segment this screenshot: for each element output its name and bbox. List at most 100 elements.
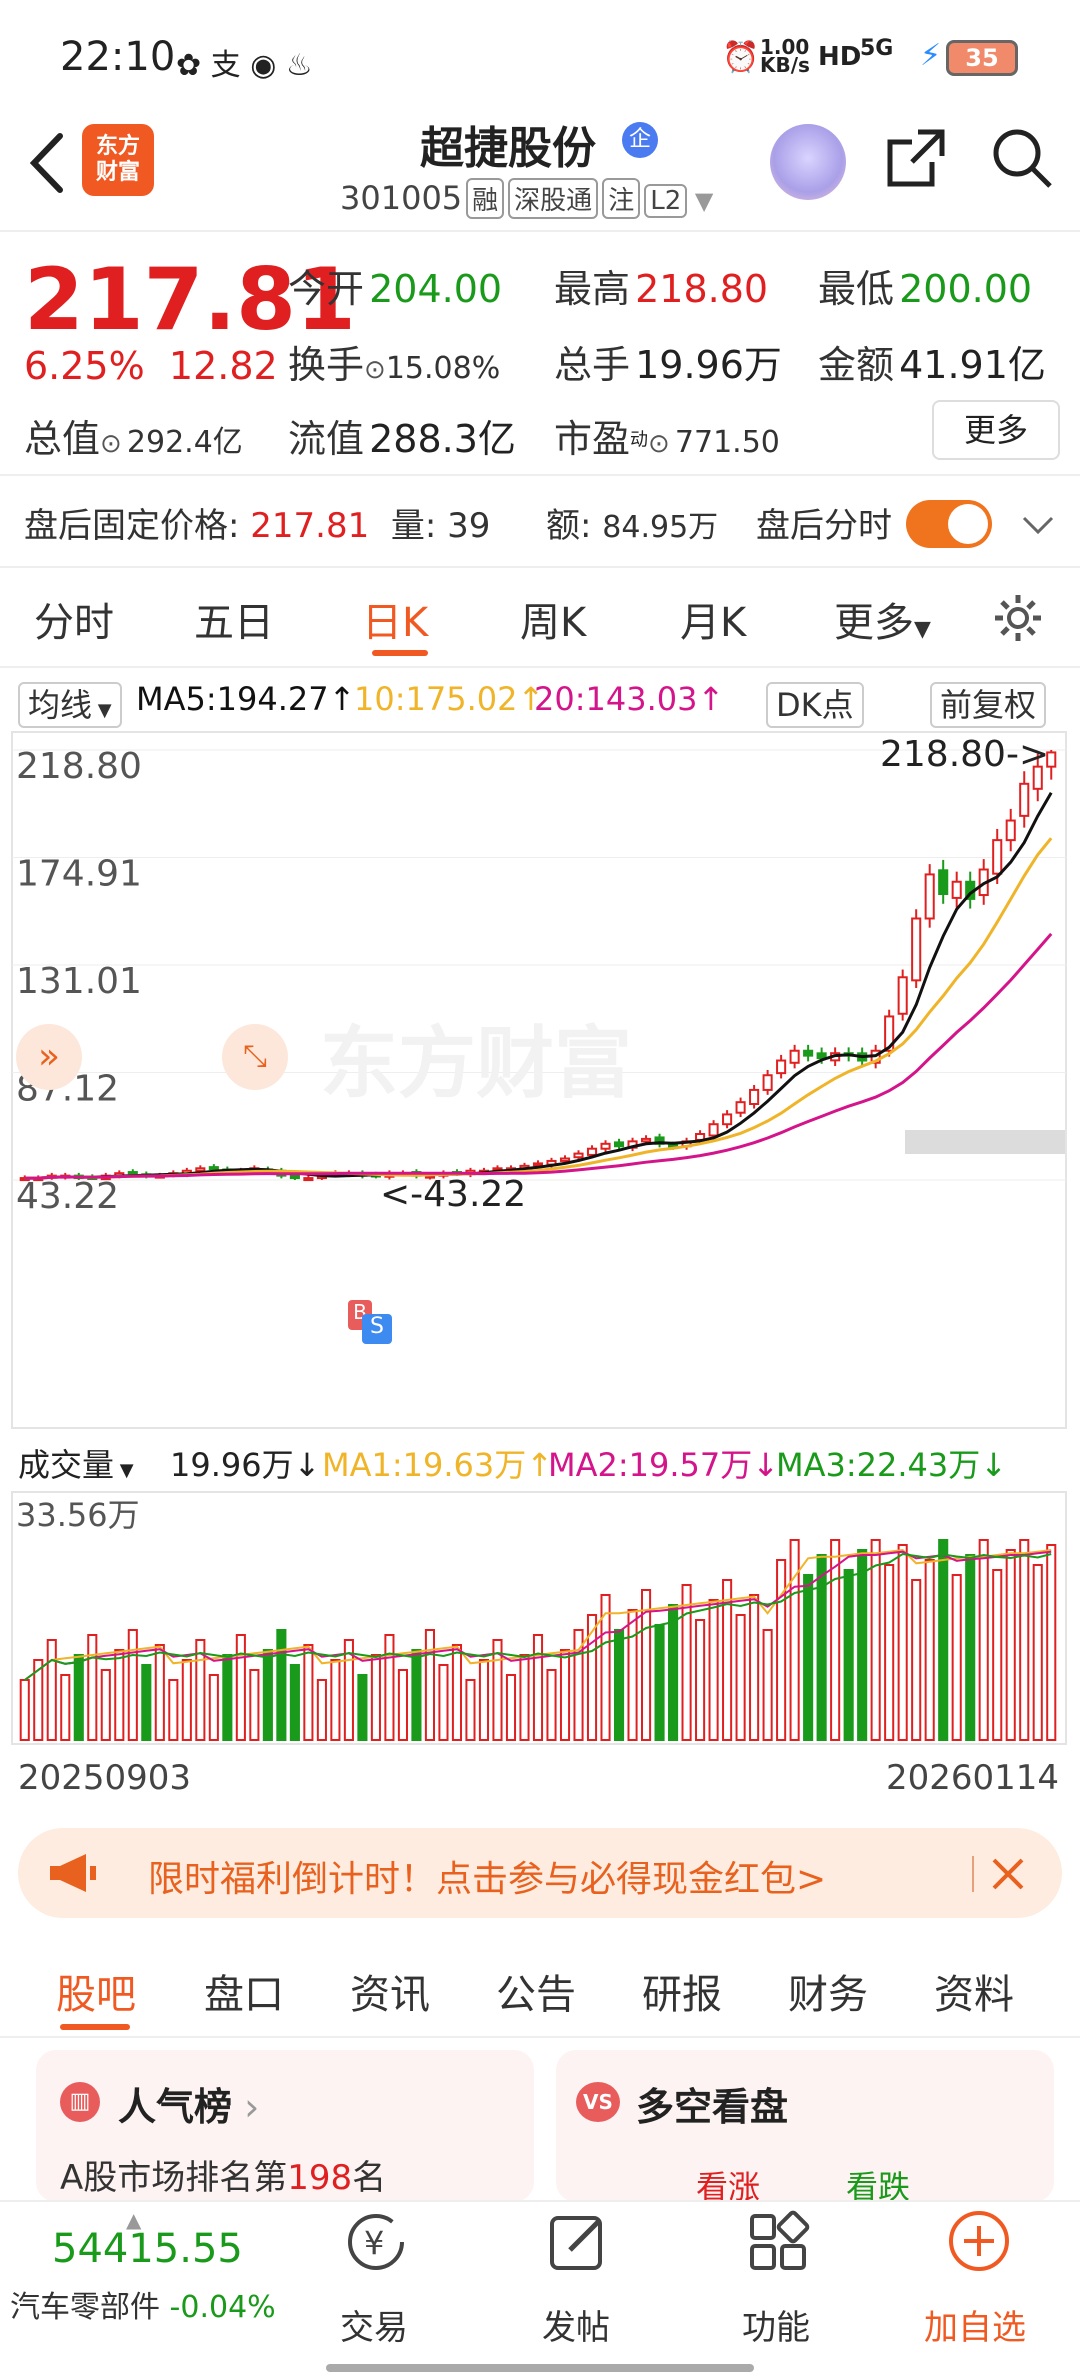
tab-weekly-k[interactable]: 周K — [520, 600, 587, 646]
dk-point-button[interactable]: DK点 — [766, 680, 864, 728]
trade-icon[interactable]: ¥ — [344, 2210, 408, 2274]
stock-code-line: 301005 融深股通注 L2 ▼ — [340, 178, 713, 219]
post-icon[interactable] — [546, 2210, 610, 2274]
tab-order-book[interactable]: 盘口 — [204, 1972, 284, 2018]
volume-bar — [1005, 1549, 1016, 1741]
volume-bar — [613, 1629, 625, 1741]
volume-bar — [762, 1629, 773, 1741]
close-icon[interactable] — [990, 1856, 1026, 1892]
volume-bar — [60, 1674, 71, 1741]
candle — [600, 1142, 611, 1150]
promo-banner[interactable] — [18, 1828, 1062, 1918]
tab-daily-k[interactable]: 日K — [362, 600, 429, 646]
post-chart-toggle[interactable] — [906, 500, 992, 548]
min-price-marker: <-43.22 — [380, 1174, 526, 1215]
volume-bar — [276, 1629, 287, 1741]
chevron-down-icon[interactable]: ▼ — [687, 187, 714, 215]
turnover-stat[interactable]: 换手⊙15.08% — [288, 343, 501, 387]
nav-add-watchlist[interactable]: 加自选 — [924, 2308, 1026, 2348]
tab-five-day[interactable]: 五日 — [194, 600, 274, 646]
tab-monthly-k[interactable]: 月K — [680, 600, 747, 646]
more-stats-button[interactable]: 更多 — [932, 400, 1060, 460]
volume-bar — [722, 1579, 733, 1741]
volume-bar — [938, 1539, 949, 1741]
vol-ma3: MA3:22.43万↓ — [776, 1446, 1008, 1484]
expand-left-icon[interactable]: » — [16, 1024, 82, 1090]
nav-functions[interactable]: 功能 — [742, 2308, 810, 2348]
high-value: 218.80 — [635, 267, 769, 311]
candle — [127, 1171, 138, 1176]
open-stat: 今开 204.00 — [288, 267, 503, 311]
volume-bar — [127, 1629, 138, 1741]
volume-bar — [911, 1579, 922, 1741]
mktcap-stat[interactable]: 总值⊙ 292.4亿 — [24, 417, 243, 461]
adjustment-button[interactable]: 前复权 — [930, 680, 1047, 728]
volume-bar — [1019, 1539, 1030, 1741]
pe-dynamic-mark: 动 — [630, 429, 649, 451]
sector-line[interactable]: 汽车零部件 -0.04% — [10, 2290, 276, 2325]
volume-bar — [627, 1609, 638, 1741]
nav-post[interactable]: 发帖 — [542, 2308, 610, 2348]
current-price: 217.81 — [24, 250, 356, 350]
pe-stat[interactable]: 市盈动⊙ 771.50 — [554, 417, 780, 461]
popularity-card[interactable] — [36, 2050, 534, 2202]
tab-financials[interactable]: 财务 — [788, 1972, 868, 2018]
volume-bar — [559, 1649, 571, 1741]
tab-intraday[interactable]: 分时 — [34, 600, 114, 646]
volume-bar — [438, 1664, 449, 1741]
vote-down-button[interactable]: 看跌 — [846, 2168, 911, 2206]
volume-bar — [816, 1554, 827, 1741]
zoom-icon[interactable]: ⤡ — [222, 1024, 288, 1090]
volume-bar — [384, 1634, 395, 1741]
volume-bar — [843, 1569, 854, 1741]
volume-bar — [505, 1674, 517, 1741]
price-axis-label: 131.01 — [16, 961, 142, 1002]
volume-latest: 19.96万↓ — [170, 1446, 321, 1484]
status-time: 22:10 — [60, 34, 176, 80]
bull-bear-card[interactable] — [556, 2050, 1054, 2202]
volume-selector[interactable]: 成交量 ▼ — [18, 1446, 134, 1484]
sector-index-value[interactable]: 54415.55 — [52, 2226, 243, 2272]
assistant-robot-icon[interactable] — [770, 124, 846, 200]
ma-selector[interactable]: 均线 ▼ — [18, 680, 122, 728]
tab-profile[interactable]: 资料 — [934, 1972, 1014, 2018]
candle — [924, 873, 935, 920]
kline-chart[interactable]: 东方财富 218.80174.91131.0187.1243.22218.80-… — [10, 730, 1068, 1430]
candle — [303, 1177, 314, 1182]
volume-bar — [370, 1654, 381, 1741]
nav-trade[interactable]: 交易 — [340, 2308, 408, 2348]
tab-forum[interactable]: 股吧 — [56, 1972, 136, 2018]
volume-bar — [195, 1639, 206, 1741]
share-icon[interactable] — [884, 126, 948, 190]
tab-research[interactable]: 研报 — [642, 1972, 722, 2018]
search-icon[interactable] — [990, 126, 1054, 190]
volume-bar — [803, 1574, 814, 1741]
tab-more[interactable]: 更多▼ — [834, 600, 931, 646]
gap-band — [905, 1130, 1065, 1154]
vs-title: 多空看盘 — [636, 2085, 789, 2129]
volume-bar — [208, 1674, 219, 1741]
chevron-down-icon[interactable] — [1020, 510, 1056, 538]
active-tab-underline — [60, 2024, 130, 2030]
volume-bar — [992, 1569, 1003, 1741]
volume-chart[interactable]: 33.56万 — [10, 1490, 1068, 1746]
volume-bar — [465, 1679, 476, 1741]
volume-ma3-line — [24, 1552, 1052, 1681]
vote-up-button[interactable]: 看涨 — [696, 2168, 761, 2206]
volume-bar — [114, 1649, 125, 1741]
volume-bar — [222, 1654, 233, 1741]
tab-announcements[interactable]: 公告 — [496, 1972, 576, 2018]
start-date: 20250903 — [18, 1758, 192, 1798]
gear-icon[interactable] — [992, 592, 1044, 644]
sell-marker[interactable]: S — [362, 1314, 392, 1344]
float-value: 288.3亿 — [369, 417, 516, 461]
candle — [641, 1137, 652, 1143]
back-arrow-icon[interactable] — [22, 128, 70, 198]
candle — [938, 869, 949, 896]
volume-bar — [411, 1649, 422, 1741]
add-watchlist-icon[interactable] — [946, 2208, 1012, 2274]
info-icon: ⊙ — [100, 429, 122, 459]
tab-news[interactable]: 资讯 — [350, 1972, 430, 2018]
functions-icon[interactable] — [746, 2210, 810, 2274]
candle — [722, 1113, 733, 1126]
